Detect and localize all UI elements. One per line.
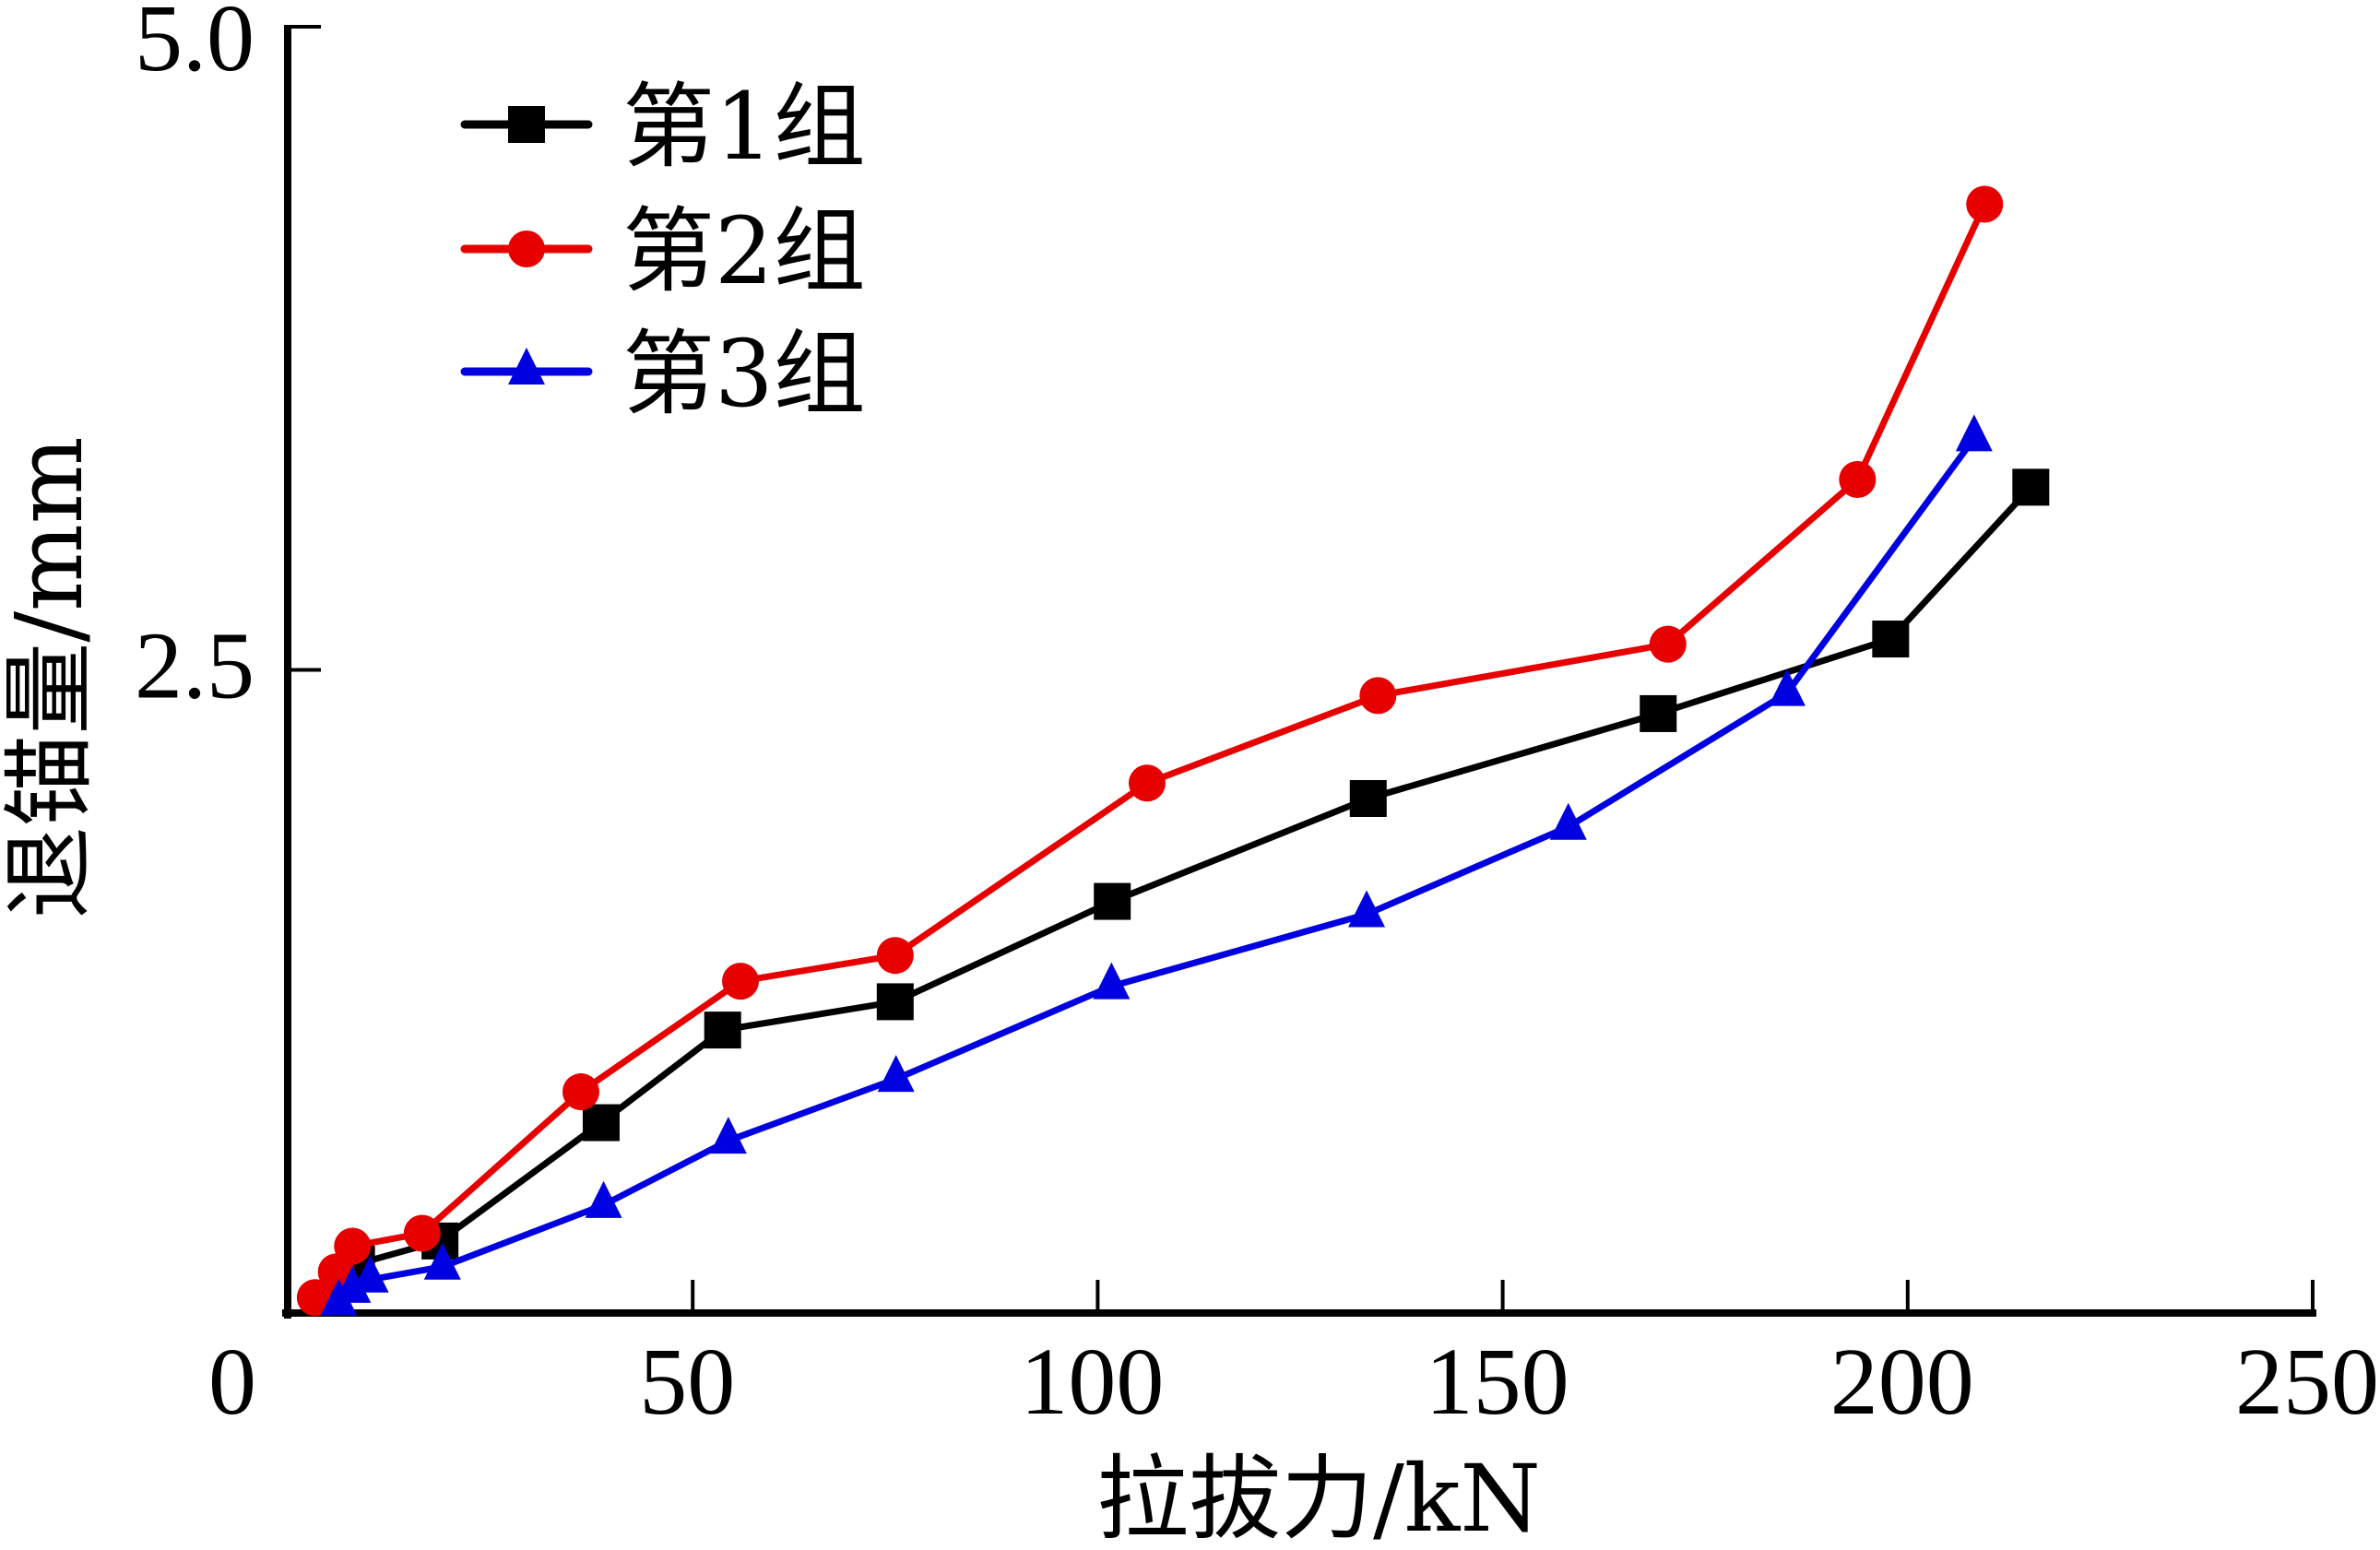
legend-marker [508,231,545,267]
data-point [1549,802,1587,840]
legend-label: 第3组 [622,320,866,428]
data-point [585,1180,622,1218]
y-tick-label: 2.5 [135,613,255,719]
x-tick-label: 50 [639,1329,735,1435]
data-point [704,1012,741,1049]
series-line [336,436,1977,1306]
x-tick-label: 0 [208,1329,256,1435]
data-point [1966,185,2004,223]
data-point [1649,625,1687,663]
data-point [334,1265,372,1303]
data-point [2012,468,2050,506]
legend-item: 第3组 [460,320,866,428]
data-point [1348,890,1386,928]
data-point [562,1073,599,1111]
legend-marker [508,348,545,385]
x-tick-label: 100 [1020,1329,1164,1435]
data-point [423,1242,461,1280]
x-ticks: 0 50 100 150 200 250 [208,1280,2379,1435]
data-point [403,1214,441,1252]
data-point [1839,461,1877,499]
legend-item: 第1组 [460,73,866,181]
data-point [1640,694,1677,732]
series-line [337,485,2033,1284]
data-point [1093,962,1131,1000]
x-axis-title: 拉拔力/kN [1096,1445,1541,1550]
series-2 [296,185,2004,1317]
series-1 [322,468,2050,1301]
y-ticks: 2.5 5.0 [135,0,321,719]
x-tick-label: 250 [2235,1329,2379,1435]
data-point [1872,621,1910,658]
data-point [351,1255,389,1293]
data-point [722,963,760,1000]
y-axis-title: 退锚量/mm [0,436,103,918]
series-layer [296,185,2050,1317]
data-point [1359,677,1397,715]
data-point [1128,764,1166,802]
data-point [1094,882,1131,920]
data-point [877,1055,915,1093]
data-point [1955,414,1993,452]
legend-item: 第2组 [460,197,866,305]
data-point [296,1279,334,1317]
legend-label: 第1组 [622,73,866,181]
data-point [582,1104,620,1142]
x-tick-label: 150 [1426,1329,1569,1435]
x-tick-label: 200 [1830,1329,1974,1435]
legend-label: 第2组 [622,197,866,305]
series-3 [320,414,1993,1316]
legend-marker [508,106,545,143]
data-point [334,1227,372,1265]
data-point [1768,669,1806,706]
y-tick-label: 5.0 [135,0,255,91]
data-point [1349,780,1387,817]
data-point [876,983,914,1021]
data-point [709,1117,747,1154]
data-point [876,937,914,975]
